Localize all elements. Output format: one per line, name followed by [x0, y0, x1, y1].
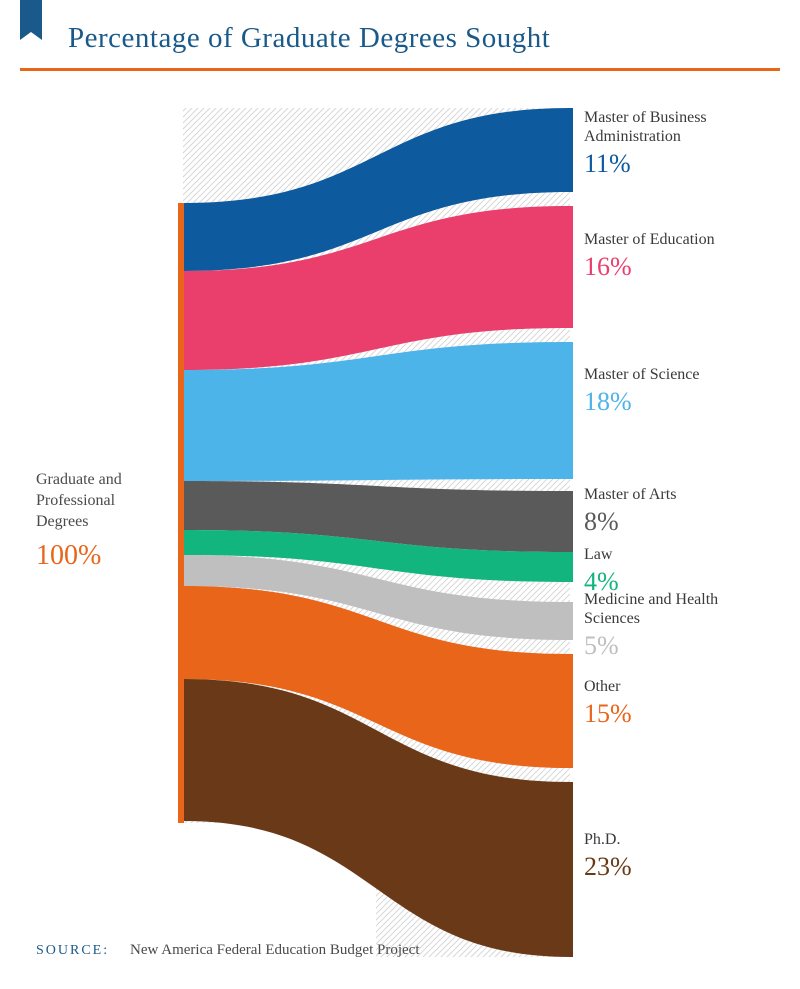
segment-percent: 11% [584, 148, 764, 179]
flow-endcap [570, 782, 573, 957]
flow-endcap [570, 654, 573, 768]
segment-label: Ph.D. 23% [584, 830, 764, 882]
segment-percent: 23% [584, 851, 764, 882]
segment-name: Other [584, 678, 620, 695]
source-bar [178, 203, 184, 823]
segment-name: Master of Education [584, 231, 715, 248]
segment-label: Medicine and Health Sciences5% [584, 590, 764, 662]
segment-label: Master of Business Administration11% [584, 108, 764, 180]
source-attribution-label: SOURCE: [36, 943, 109, 959]
flow-endcap [570, 206, 573, 328]
source-percent: 100% [36, 540, 101, 572]
segment-name: Medicine and Health Sciences [584, 591, 718, 627]
flow-endcap [570, 602, 573, 640]
segment-label: Master of Education 16% [584, 230, 764, 282]
sankey-chart: Graduate and Professional Degrees 100% M… [0, 90, 800, 930]
segment-percent: 5% [584, 630, 764, 661]
segment-name: Master of Business Administration [584, 109, 707, 145]
segment-label: Other 15% [584, 677, 764, 729]
bookmark-icon [20, 0, 42, 48]
segment-name: Master of Science [584, 366, 700, 383]
flow-endcap [570, 108, 573, 192]
segment-name: Master of Arts [584, 486, 676, 503]
segment-percent: 15% [584, 698, 764, 729]
segment-percent: 16% [584, 251, 764, 282]
segment-label: Master of Arts 8% [584, 485, 764, 537]
segment-percent: 8% [584, 506, 764, 537]
source-label: Graduate and Professional Degrees [36, 470, 166, 532]
segment-percent: 18% [584, 386, 764, 417]
flow-endcap [570, 491, 573, 552]
segment-name: Law [584, 546, 612, 563]
segment-name: Ph.D. [584, 831, 620, 848]
flow-endcap [570, 342, 573, 479]
segment-label: Master of Science 18% [584, 365, 764, 417]
title-underline [20, 68, 780, 71]
chart-title: Percentage of Graduate Degrees Sought [68, 22, 550, 55]
source-attribution-text: New America Federal Education Budget Pro… [130, 942, 420, 959]
flow-endcap [570, 552, 573, 582]
